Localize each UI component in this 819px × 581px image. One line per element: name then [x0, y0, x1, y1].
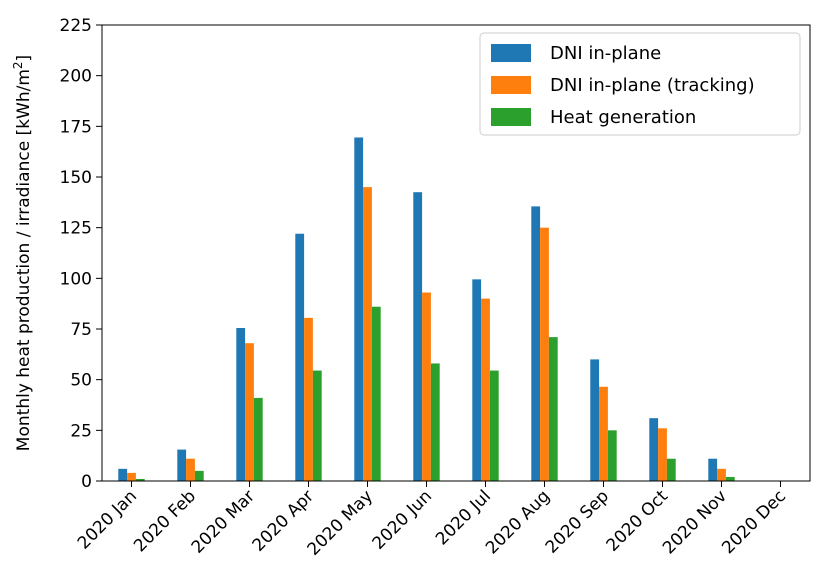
y-tick-label: 225: [60, 16, 92, 36]
legend-label: DNI in-plane (tracking): [550, 75, 755, 96]
legend-swatch: [491, 76, 531, 94]
bar-dni-in-plane-2020-apr: [295, 233, 305, 481]
y-tick-label: 175: [60, 117, 92, 137]
bar-dni-in-plane-tracking--2020-oct: [658, 428, 667, 481]
bar-heat-generation-2020-oct: [666, 458, 676, 481]
bar-heat-generation-2020-aug: [548, 337, 558, 481]
bar-dni-in-plane-tracking--2020-nov: [717, 468, 726, 481]
bars-group: [118, 137, 735, 482]
bar-dni-in-plane-tracking--2020-sep: [599, 386, 608, 481]
bar-dni-in-plane-2020-nov: [708, 458, 718, 481]
bar-heat-generation-2020-jan: [135, 478, 145, 481]
legend-swatch: [491, 44, 531, 62]
x-tick-label: 2020 Mar: [188, 486, 259, 557]
bar-dni-in-plane-tracking--2020-aug: [540, 227, 549, 481]
x-tick-label: 2020 Jun: [369, 486, 436, 553]
bar-dni-in-plane-tracking--2020-jul: [481, 298, 490, 481]
bar-heat-generation-2020-mar: [253, 397, 263, 481]
bar-heat-generation-2020-jun: [430, 363, 440, 481]
bar-heat-generation-2020-nov: [725, 476, 735, 481]
bar-dni-in-plane-tracking--2020-feb: [186, 458, 195, 481]
y-axis-label: Monthly heat production / irradiance [kW…: [11, 55, 34, 451]
y-tick-label: 100: [60, 269, 92, 289]
bar-heat-generation-2020-sep: [607, 430, 617, 481]
y-tick-label: 25: [70, 421, 92, 441]
bar-heat-generation-2020-feb: [194, 470, 204, 481]
x-tick-label: 2020 Aug: [482, 486, 554, 558]
legend: DNI in-plane DNI in-plane (tracking) Heat …: [479, 32, 801, 136]
y-tick-label: 75: [70, 320, 92, 340]
bar-heat-generation-2020-apr: [312, 370, 322, 481]
bar-dni-in-plane-tracking--2020-mar: [245, 343, 254, 481]
bar-dni-in-plane-2020-mar: [236, 327, 246, 481]
bar-heat-generation-2020-may: [371, 306, 381, 481]
plot-frame: [101, 24, 811, 482]
x-tick-label: 2020 Nov: [659, 486, 731, 558]
bar-dni-in-plane-2020-jul: [472, 279, 482, 481]
bar-dni-in-plane-tracking--2020-apr: [304, 317, 313, 481]
y-tick-label: 50: [70, 371, 92, 391]
bar-dni-in-plane-2020-jun: [413, 192, 423, 481]
bar-dni-in-plane-tracking--2020-jun: [422, 292, 431, 481]
legend-label: Heat generation: [550, 107, 696, 128]
bar-dni-in-plane-2020-may: [354, 137, 364, 482]
legend-label: DNI in-plane: [550, 43, 661, 64]
bar-dni-in-plane-2020-feb: [177, 449, 187, 481]
bar-dni-in-plane-tracking--2020-may: [363, 187, 372, 481]
y-tick-label: 150: [60, 168, 92, 188]
bar-dni-in-plane-tracking--2020-jan: [127, 472, 136, 481]
bar-dni-in-plane-2020-sep: [590, 359, 600, 481]
legend-box: [479, 32, 801, 136]
y-tick-label: 125: [60, 219, 92, 239]
y-tick-label: 200: [60, 67, 92, 87]
legend-swatch: [491, 108, 531, 126]
bar-dni-in-plane-2020-jan: [118, 468, 128, 481]
bar-dni-in-plane-2020-aug: [531, 206, 541, 481]
y-tick-label: 0: [81, 472, 92, 492]
x-tick-label: 2020 Sep: [542, 486, 613, 557]
bar-dni-in-plane-2020-oct: [649, 418, 659, 481]
x-tick-label: 2020 Dec: [718, 486, 790, 558]
bar-heat-generation-2020-jul: [489, 370, 499, 481]
